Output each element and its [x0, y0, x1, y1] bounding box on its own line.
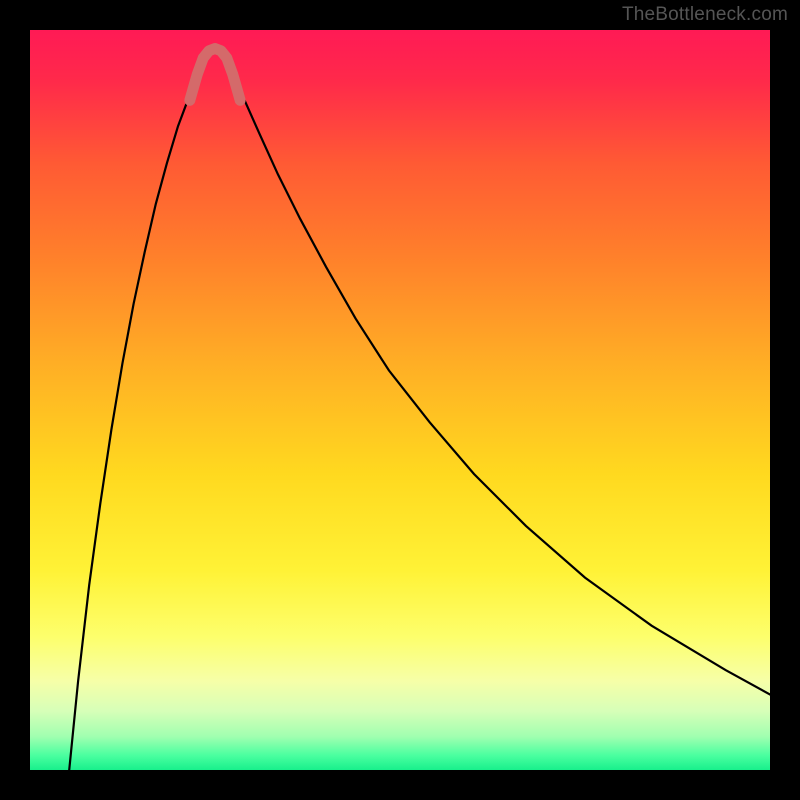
chart-container: TheBottleneck.com	[0, 0, 800, 800]
watermark-text: TheBottleneck.com	[622, 4, 788, 26]
plot-area	[30, 30, 770, 770]
bottleneck-chart	[30, 30, 770, 770]
gradient-background	[30, 30, 770, 770]
